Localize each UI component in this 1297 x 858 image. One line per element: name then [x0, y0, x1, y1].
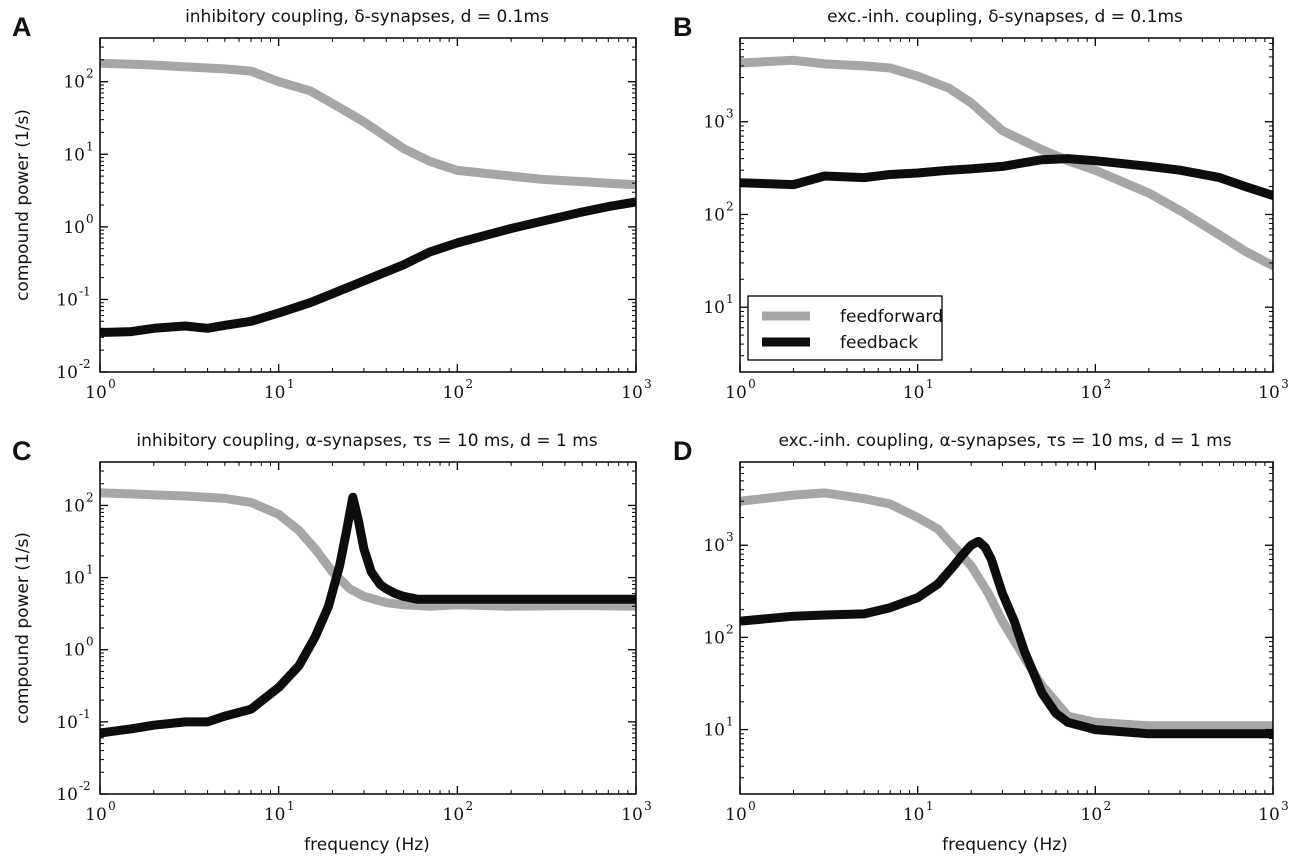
- panel-title-b: exc.-inh. coupling, δ-synapses, d = 0.1m…: [827, 7, 1183, 27]
- axes-frame-b: [739, 37, 1274, 373]
- x-tick-label: 10: [725, 383, 747, 403]
- x-tick-label: 10: [443, 383, 465, 403]
- y-tick-exponent: 1: [86, 563, 94, 577]
- x-tick-exponent: 0: [748, 377, 756, 391]
- feedback-line-a: [100, 197, 636, 337]
- x-tick-exponent: 1: [926, 799, 934, 813]
- y-tick-exponent: 2: [86, 67, 94, 81]
- y-tick-exponent: -2: [79, 357, 91, 371]
- y-tick-exponent: 3: [726, 530, 734, 544]
- feedforward-line-a: [100, 58, 636, 190]
- y-tick-exponent: 1: [726, 715, 734, 729]
- y-tick-label: 10: [63, 641, 85, 661]
- x-tick-label: 10: [1081, 805, 1103, 825]
- y-tick-label: 10: [56, 713, 78, 733]
- feedback-legend-label: feedback: [840, 333, 918, 353]
- x-tick-label: 10: [725, 805, 747, 825]
- x-tick-exponent: 2: [466, 799, 474, 813]
- feedback-line-d: [740, 536, 1273, 739]
- x-tick-label: 10: [85, 805, 107, 825]
- x-tick-label: 10: [903, 805, 925, 825]
- feedforward-line-b: [740, 55, 1273, 271]
- y-tick-exponent: 1: [86, 139, 94, 153]
- panel-title-c: inhibitory coupling, α-synapses, τs = 10…: [136, 431, 597, 451]
- y-tick-exponent: -1: [79, 284, 91, 298]
- y-tick-exponent: 3: [726, 107, 734, 121]
- panel-a: A inhibitory coupling, δ-synapses, d = 0…: [12, 7, 652, 403]
- y-tick-label: 10: [703, 113, 725, 133]
- panel-b: B exc.-inh. coupling, δ-synapses, d = 0.…: [673, 7, 1289, 403]
- x-axis-label-c: frequency (Hz): [304, 835, 430, 855]
- x-tick-exponent: 2: [1104, 799, 1112, 813]
- y-tick-exponent: -1: [79, 707, 91, 721]
- panel-d: D exc.-inh. coupling, α-synapses, τs = 1…: [673, 431, 1289, 855]
- y-axis-label-c: compound power (1/s): [13, 532, 33, 724]
- y-tick-label: 10: [56, 290, 78, 310]
- feedback-line-c: [100, 492, 636, 738]
- y-tick-label: 10: [56, 785, 78, 805]
- y-tick-exponent: 0: [86, 212, 94, 226]
- panel-letter-c: C: [12, 436, 32, 466]
- axes-frame-d: [739, 461, 1274, 795]
- y-tick-label: 10: [703, 536, 725, 556]
- y-tick-exponent: 0: [86, 635, 94, 649]
- y-axis-label-a: compound power (1/s): [13, 109, 33, 301]
- x-tick-label: 10: [621, 383, 643, 403]
- x-tick-label: 10: [443, 805, 465, 825]
- legend: feedforward feedback: [747, 295, 943, 361]
- x-tick-label: 10: [85, 383, 107, 403]
- x-tick-exponent: 0: [748, 799, 756, 813]
- y-tick-exponent: 1: [726, 292, 734, 306]
- x-tick-label: 10: [264, 383, 286, 403]
- feedback-line-b: [740, 154, 1273, 200]
- y-tick-label: 10: [63, 218, 85, 238]
- y-tick-label: 10: [703, 298, 725, 318]
- panel-title-a: inhibitory coupling, δ-synapses, d = 0.1…: [185, 7, 549, 27]
- x-tick-label: 10: [1258, 805, 1280, 825]
- x-tick-exponent: 2: [466, 377, 474, 391]
- y-tick-label: 10: [63, 145, 85, 165]
- y-tick-exponent: 2: [726, 622, 734, 636]
- panel-letter-a: A: [12, 12, 32, 42]
- x-axis-label-d: frequency (Hz): [942, 835, 1068, 855]
- x-tick-label: 10: [1081, 383, 1103, 403]
- y-tick-label: 10: [703, 628, 725, 648]
- x-tick-exponent: 1: [287, 377, 295, 391]
- x-tick-exponent: 3: [644, 799, 652, 813]
- axes-frame-c: [99, 461, 637, 795]
- panel-c: C inhibitory coupling, α-synapses, τs = …: [12, 431, 652, 855]
- y-tick-label: 10: [703, 721, 725, 741]
- x-tick-exponent: 1: [926, 377, 934, 391]
- x-tick-exponent: 1: [287, 799, 295, 813]
- x-tick-label: 10: [903, 383, 925, 403]
- y-tick-label: 10: [56, 363, 78, 383]
- legend-box: [747, 295, 943, 361]
- feedforward-line-d: [740, 488, 1273, 731]
- panel-letter-b: B: [673, 12, 693, 42]
- x-tick-exponent: 0: [108, 377, 116, 391]
- x-tick-exponent: 3: [1281, 377, 1289, 391]
- y-tick-exponent: 2: [86, 490, 94, 504]
- panel-letter-d: D: [673, 436, 693, 466]
- x-tick-exponent: 2: [1104, 377, 1112, 391]
- y-tick-label: 10: [63, 569, 85, 589]
- feedforward-line-c: [100, 488, 636, 611]
- y-tick-exponent: 2: [726, 199, 734, 213]
- feedforward-legend-label: feedforward: [840, 307, 943, 327]
- x-tick-exponent: 3: [644, 377, 652, 391]
- panel-title-d: exc.-inh. coupling, α-synapses, τs = 10 …: [778, 431, 1231, 451]
- y-tick-label: 10: [63, 73, 85, 93]
- x-tick-exponent: 0: [108, 799, 116, 813]
- x-tick-label: 10: [1258, 383, 1280, 403]
- x-tick-label: 10: [264, 805, 286, 825]
- x-tick-label: 10: [621, 805, 643, 825]
- x-tick-exponent: 3: [1281, 799, 1289, 813]
- y-tick-exponent: -2: [79, 779, 91, 793]
- y-tick-label: 10: [63, 496, 85, 516]
- y-tick-label: 10: [703, 205, 725, 225]
